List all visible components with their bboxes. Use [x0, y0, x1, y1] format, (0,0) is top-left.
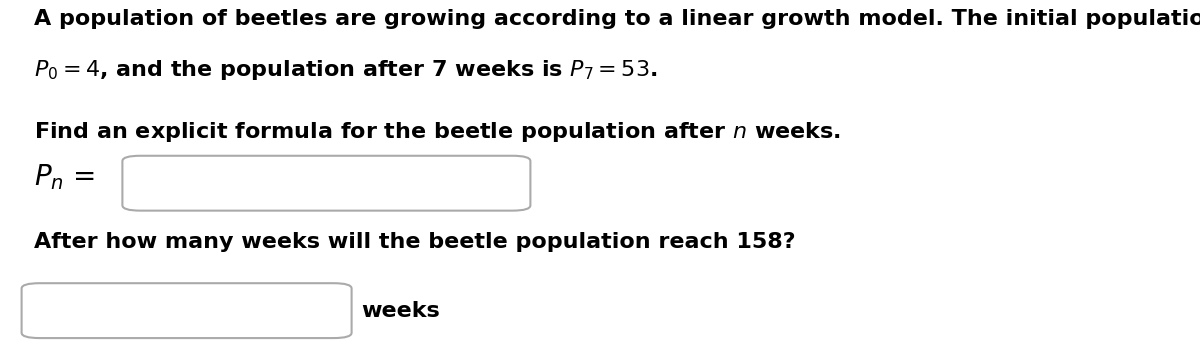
- Text: $P_n$ =: $P_n$ =: [34, 162, 95, 192]
- Text: After how many weeks will the beetle population reach 158?: After how many weeks will the beetle pop…: [34, 232, 796, 252]
- FancyBboxPatch shape: [22, 283, 352, 338]
- Text: weeks: weeks: [361, 301, 440, 321]
- Text: A population of beetles are growing according to a linear growth model. The init: A population of beetles are growing acco…: [34, 9, 1200, 29]
- Text: Find an explicit formula for the beetle population after $n$ weeks.: Find an explicit formula for the beetle …: [34, 120, 840, 144]
- FancyBboxPatch shape: [122, 156, 530, 211]
- Text: $P_0 = 4$, and the population after 7 weeks is $P_7 = 53$.: $P_0 = 4$, and the population after 7 we…: [34, 58, 656, 82]
